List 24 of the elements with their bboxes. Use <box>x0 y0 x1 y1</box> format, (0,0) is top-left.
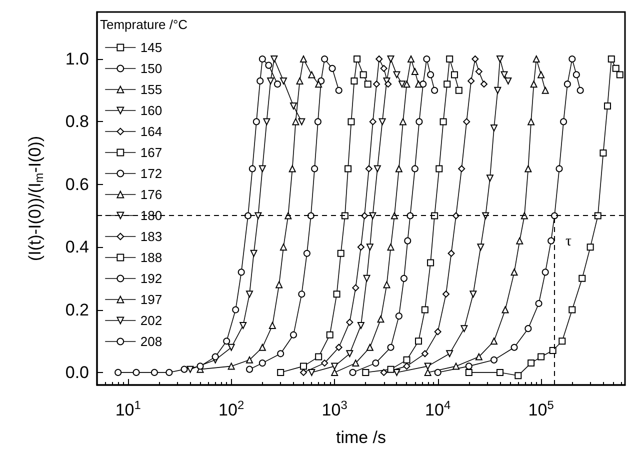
legend-label: 208 <box>140 334 162 349</box>
legend-label: 197 <box>140 292 162 307</box>
legend-label: 164 <box>140 124 162 139</box>
legend-title: Temprature /°C <box>100 17 188 32</box>
legend-label: 150 <box>140 61 162 76</box>
legend-label: 192 <box>140 271 162 286</box>
y-tick-label: 1.0 <box>65 50 89 69</box>
legend-label: 155 <box>140 82 162 97</box>
legend-label: 167 <box>140 145 162 160</box>
y-tick-label: 0.2 <box>65 300 89 320</box>
x-axis-title: time /s <box>336 428 386 447</box>
y-tick-label: 0.4 <box>65 238 89 257</box>
y-tick-label: 0.0 <box>65 362 89 382</box>
ref-line-label: τ <box>566 234 572 250</box>
legend-label: 145 <box>140 40 162 55</box>
legend-label: 188 <box>140 250 162 265</box>
legend-label: 160 <box>140 103 162 118</box>
y-tick-label: 0.6 <box>65 174 89 194</box>
legend-label: 172 <box>140 166 162 181</box>
legend-label: 183 <box>140 229 162 244</box>
legend-label: 202 <box>140 313 162 328</box>
y-tick-label: 0.8 <box>65 112 89 132</box>
y-axis-title: (I(t)-I(0))/(Im-I(0)) <box>25 136 46 262</box>
legend-label: 176 <box>140 187 162 202</box>
